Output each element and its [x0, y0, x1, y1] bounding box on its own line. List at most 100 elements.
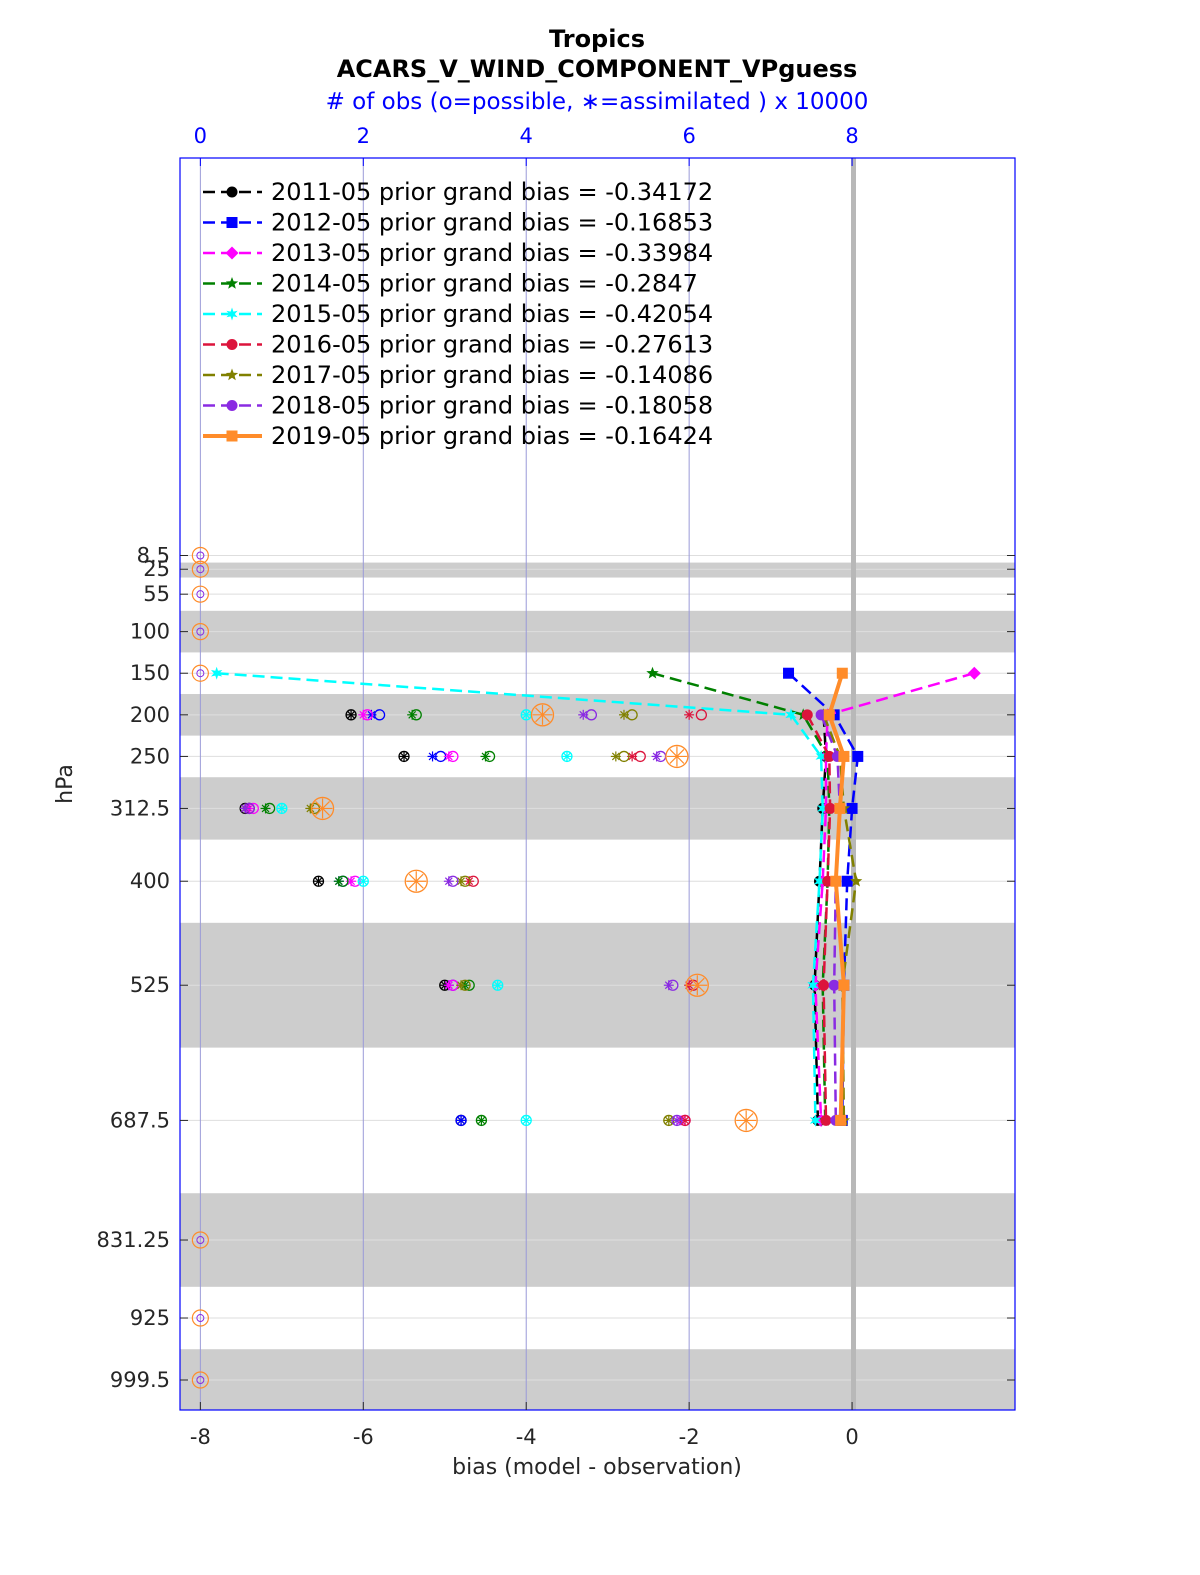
assimilated-obs-marker [240, 803, 251, 814]
plot-frame [179, 157, 1016, 1411]
y-tick-label: 150 [130, 661, 170, 685]
assimilated-obs-marker [427, 751, 438, 762]
series-6 [801, 709, 836, 1126]
zero-count-circle [191, 623, 209, 641]
y-tick-label: 400 [130, 869, 170, 893]
zero-count-circle [196, 627, 205, 636]
obs-counts-5 [276, 709, 573, 1127]
zero-count-circle [196, 1236, 205, 1245]
top-tick-label: 8 [845, 124, 858, 148]
data-point [846, 802, 858, 814]
assimilated-obs-marker [492, 980, 503, 991]
data-point [852, 750, 864, 762]
assimilated-obs-marker [443, 876, 454, 887]
y-tick-label: 831.25 [97, 1228, 170, 1252]
top-tick-label: 0 [194, 124, 207, 148]
data-point [820, 1114, 832, 1126]
legend-marker [226, 430, 238, 442]
top-tick-label: 2 [357, 124, 370, 148]
possible-obs-marker [734, 1108, 758, 1133]
series-line [787, 672, 860, 1121]
assimilated-obs-marker [358, 709, 369, 720]
obs-counts-7 [305, 709, 675, 1127]
top-tick-label: 4 [520, 124, 533, 148]
legend-marker [225, 277, 239, 289]
data-point [807, 978, 819, 992]
assimilated-obs-marker [346, 709, 357, 720]
data-point [818, 979, 830, 991]
legend-marker [226, 186, 238, 198]
y-tick-label: 25 [143, 557, 170, 581]
series-line [652, 671, 831, 1121]
x-tick-label: -2 [679, 1425, 700, 1449]
legend-entry-8: 2018-05 prior grand bias = -0.18058 [203, 392, 713, 420]
y-tick-label: 55 [143, 582, 170, 606]
zero-bias-line [851, 158, 856, 1410]
possible-obs-marker [685, 973, 709, 997]
data-point [838, 750, 850, 762]
assimilated-obs-marker [456, 980, 467, 991]
assimilated-obs-marker [521, 1115, 532, 1126]
top-axis-label: # of obs (o=possible, ∗=assimilated ) x … [326, 89, 869, 115]
zero-count-circle [191, 1231, 209, 1249]
possible-obs-marker [530, 703, 555, 727]
legend-entry-2: 2012-05 prior grand bias = -0.16853 [203, 209, 713, 237]
obs-counts-3 [244, 709, 691, 1127]
obs-counts-1 [239, 709, 467, 1127]
legend-label: 2019-05 prior grand bias = -0.16424 [271, 422, 713, 450]
assimilated-obs-marker [736, 1110, 757, 1131]
y-tick-label: 8.5 [137, 544, 170, 568]
legend-entry-5: 2015-05 prior grand bias = -0.42054 [203, 300, 713, 328]
x-axis-label: bias (model - observation) [452, 1455, 742, 1480]
legend-entry-1: 2011-05 prior grand bias = -0.34172 [203, 178, 713, 206]
top-tick-label: 6 [682, 124, 695, 148]
assimilated-obs-marker [663, 980, 674, 991]
data-point [841, 875, 853, 887]
assimilated-obs-marker [684, 709, 695, 720]
legend-marker [226, 307, 238, 321]
assimilated-obs-marker [532, 704, 553, 725]
data-point [813, 874, 826, 888]
legend-label: 2013-05 prior grand bias = -0.33984 [271, 239, 713, 267]
possible-obs-marker [310, 796, 335, 821]
possible-obs-marker [665, 744, 689, 769]
zero-count-circle [196, 551, 205, 560]
x-tick-label: -8 [190, 1425, 211, 1449]
series-line [806, 714, 832, 1121]
assimilated-obs-marker [671, 1115, 682, 1126]
assimilated-obs-marker [651, 751, 662, 762]
assimilated-obs-marker [276, 803, 287, 814]
assimilated-obs-marker [578, 709, 589, 720]
assimilated-obs-marker [618, 709, 629, 720]
data-point [783, 667, 795, 679]
legend-label: 2017-05 prior grand bias = -0.14086 [271, 361, 713, 389]
y-tick-label: 925 [130, 1306, 170, 1330]
series-line [813, 714, 828, 1121]
x-tick-label: 0 [845, 1425, 858, 1449]
assimilated-obs-marker [456, 876, 467, 887]
data-point [823, 709, 835, 721]
legend-marker [226, 339, 238, 350]
assimilated-obs-marker [627, 751, 638, 762]
assimilated-obs-marker [561, 751, 572, 762]
data-point [838, 979, 850, 991]
zero-count-circle [191, 1371, 209, 1389]
legend-entry-7: 2017-05 prior grand bias = -0.14086 [203, 361, 713, 389]
zero-count-circle [191, 585, 209, 603]
data-point [817, 801, 829, 815]
assimilated-obs-marker [443, 980, 454, 991]
series-5 [211, 666, 829, 1127]
x-tick-label: -6 [353, 1425, 374, 1449]
assimilated-obs-marker [333, 876, 344, 887]
assimilated-obs-marker [260, 803, 271, 814]
assimilated-obs-marker [687, 975, 708, 996]
data-point [850, 874, 863, 887]
series-9 [823, 667, 850, 1126]
assimilated-obs-marker [407, 709, 418, 720]
data-point [823, 750, 835, 762]
legend: 2011-05 prior grand bias = -0.34172 2012-… [203, 178, 713, 450]
assimilated-obs-marker [666, 746, 687, 767]
y-tick-label: 250 [130, 744, 170, 768]
assimilated-obs-marker [399, 751, 410, 762]
